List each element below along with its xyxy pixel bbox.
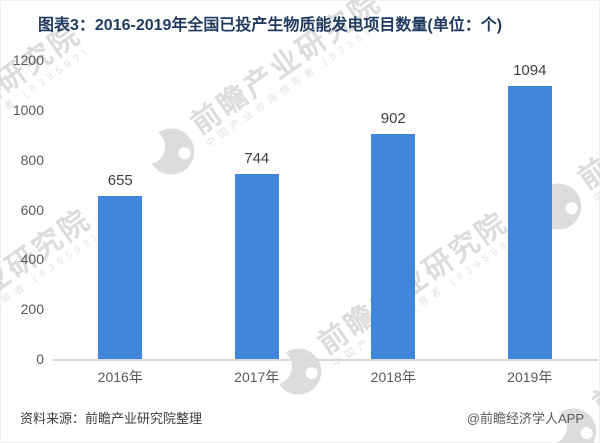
x-tick-label: 2019年 [507,369,553,385]
y-tick-label: 1000 [12,101,44,118]
x-axis-labels: 2016年 2017年 2018年 2019年 [52,367,598,387]
plot-area: 655 744 902 1094 [52,60,598,361]
y-tick-label: 800 [20,151,44,168]
x-tick-label: 2016年 [97,369,143,385]
bar-slot-2018年: 902 [325,60,462,359]
bar-2016年 [98,195,143,359]
bar-slot-2016年: 655 [52,60,189,359]
footer: 资料来源：前瞻产业研究院整理 @前瞻经济学人APP [0,409,600,429]
y-tick-label: 1200 [12,52,44,68]
bar-slot-2019年: 1094 [462,60,599,359]
bar-value-label: 744 [244,149,270,167]
bar-slot-2017年: 744 [189,60,326,359]
y-tick-label: 200 [20,301,44,318]
bar-value-label: 655 [107,171,133,189]
source-note: 资料来源：前瞻产业研究院整理 [20,411,203,426]
bar-2017年 [234,173,279,359]
y-tick-label: 0 [36,351,44,367]
bar-value-label: 1094 [513,62,547,80]
credit-note: @前瞻经济学人APP [466,411,584,426]
x-tick-label: 2017年 [234,369,280,385]
x-tick-label: 2018年 [370,369,416,385]
chart-title: 图表3：2016-2019年全国已投产生物质能发电项目数量(单位：个) [38,17,503,34]
y-tick-label: 400 [20,251,44,268]
y-tick-label: 600 [20,201,44,218]
bar-2018年 [371,134,416,359]
bar-2019年 [507,86,552,359]
bar-value-label: 902 [380,110,406,128]
y-axis-labels: 0 200 400 600 800 1000 1200 [0,52,44,367]
